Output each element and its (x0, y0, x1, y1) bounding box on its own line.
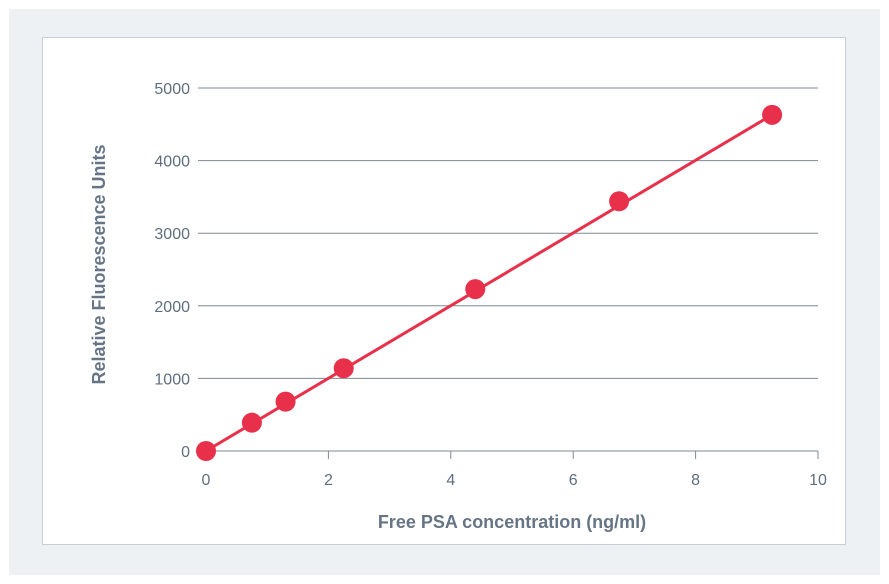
trend-line (205, 113, 773, 453)
y-tick-label-4000: 4000 (154, 154, 190, 171)
x-tick-label-0: 0 (202, 472, 211, 489)
x-tick-label-10: 10 (809, 472, 827, 489)
x-axis-title: Free PSA concentration (ng/ml) (378, 512, 646, 532)
y-tick-label-2000: 2000 (154, 299, 190, 316)
data-point-2 (275, 391, 296, 412)
y-tick-label-1000: 1000 (154, 371, 190, 388)
data-point-3 (333, 358, 354, 379)
figure-background (9, 9, 880, 575)
data-point-0 (196, 441, 216, 461)
data-points (196, 104, 783, 461)
data-point-1 (241, 412, 262, 433)
x-axis-ticks: 0 2 4 6 8 10 (202, 451, 827, 489)
data-point-5 (609, 191, 630, 212)
y-tick-label-5000: 5000 (154, 81, 190, 98)
x-tick-label-2: 2 (324, 472, 333, 489)
chart-card (42, 37, 846, 545)
y-tick-label-3000: 3000 (154, 226, 190, 243)
y-tick-label-0: 0 (181, 444, 190, 461)
data-point-6 (762, 104, 783, 125)
x-tick-label-4: 4 (446, 472, 455, 489)
x-tick-label-6: 6 (569, 472, 578, 489)
y-axis-ticks: 0 1000 2000 3000 4000 5000 (154, 81, 190, 461)
data-point-4 (465, 279, 486, 300)
grid-lines (198, 87, 818, 379)
y-axis-title: Relative Fluorescence Units (89, 144, 109, 384)
x-tick-label-8: 8 (691, 472, 700, 489)
